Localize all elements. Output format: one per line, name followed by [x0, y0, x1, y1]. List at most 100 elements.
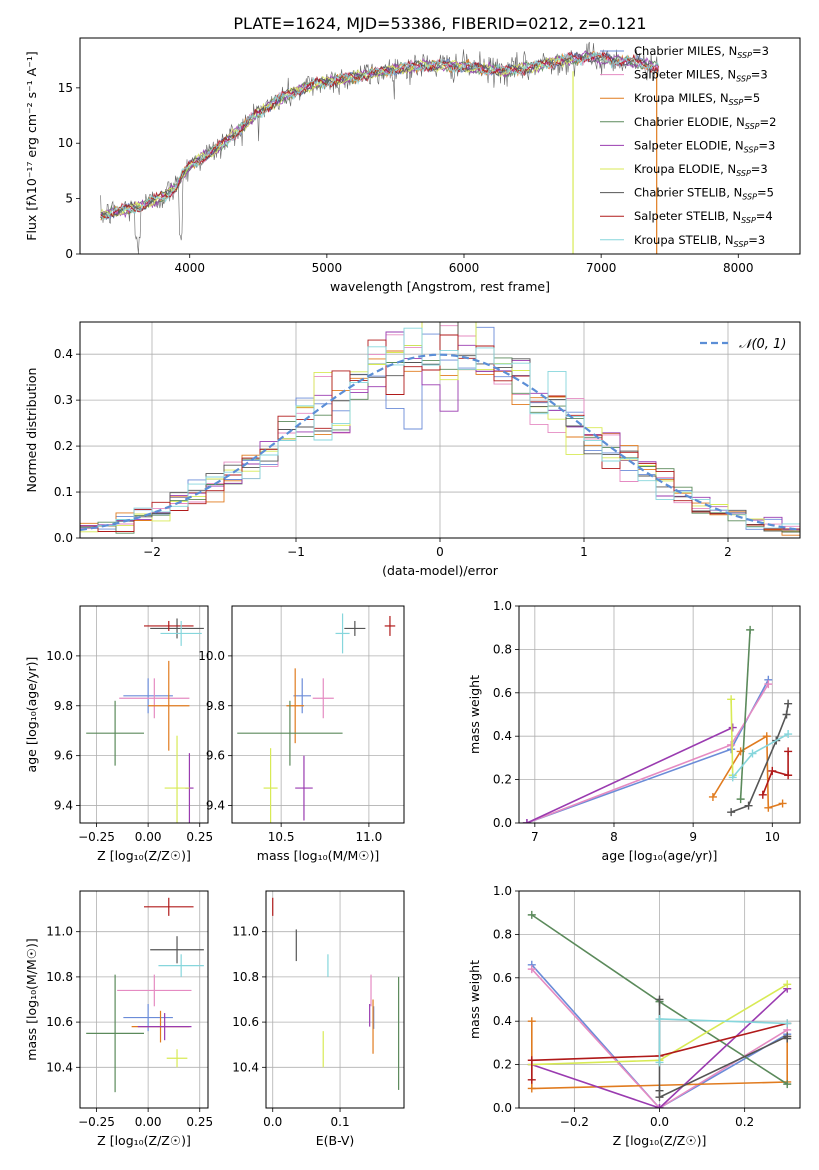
- legend-label-CS: Chabrier STELIB, NSSP=5: [634, 186, 774, 202]
- y-tick-label: 10: [58, 136, 73, 150]
- weight-marker-KE: [727, 695, 736, 704]
- errorbar-SS: [384, 615, 396, 636]
- x-tick-label: 10: [765, 830, 780, 844]
- axes-age_vs_mass: 10.5 11.0 9.4 9.6 9.8 10.0 mass [log₁₀(M/M☉)]: [198, 605, 405, 863]
- model-spectrum-CE: [100, 49, 659, 219]
- weight-marker-CS: [782, 710, 791, 719]
- weight-marker-SM: [764, 680, 773, 689]
- y-axis-label: mass weight: [467, 960, 482, 1039]
- legend-label-SE: Salpeter ELODIE, NSSP=3: [634, 138, 775, 154]
- weight-marker-SS: [758, 790, 767, 799]
- weight-marker-CE: [527, 910, 536, 919]
- x-tick-label: 9: [689, 830, 697, 844]
- errorbar-CS: [150, 618, 204, 639]
- y-tick-label: 10.8: [46, 970, 73, 984]
- errorbar-KE: [263, 748, 278, 823]
- histogram-KS: [80, 327, 800, 538]
- legend-label-CE: Chabrier ELODIE, NSSP=2: [634, 115, 776, 131]
- errorbar-CE: [237, 700, 343, 766]
- axes-weight_vs_Z: −0.2 0.0 0.2 0.0 0.2 0.4 0.6 0.8 1.0 Z [log₁₀(Z/Z…: [467, 884, 801, 1148]
- y-tick-label: 0.4: [493, 1014, 512, 1028]
- y-tick-label: 1.0: [493, 599, 512, 613]
- errorbar-CM: [293, 678, 311, 714]
- weight-marker-CS: [727, 808, 736, 817]
- y-tick-label: 0.0: [54, 531, 73, 545]
- weight-marker-KS: [655, 1058, 664, 1067]
- weight-marker-SM: [527, 965, 536, 974]
- model-spectrum-SS: [100, 51, 659, 219]
- axes-age_vs_Z: −0.25 0.00 0.25 9.4 9.6 9.8 10.0 Z [log₁₀(Z/Z☉)…: [24, 605, 213, 863]
- model-spectrum-CM: [100, 51, 659, 220]
- weight-marker-SS: [527, 1056, 536, 1065]
- weight-marker-KM: [778, 799, 787, 808]
- axes-frame: [79, 890, 209, 1109]
- y-tick-label: 9.6: [206, 749, 225, 763]
- axes-frame: [79, 37, 801, 255]
- y-tick-label: 9.8: [54, 699, 73, 713]
- weight-marker-SE: [728, 723, 737, 732]
- weight-marker-CS: [655, 995, 664, 1004]
- y-axis-label: age [log₁₀(age/yr)]: [24, 657, 39, 773]
- weight-marker-CE: [736, 795, 745, 804]
- x-tick-label: 4000: [174, 261, 205, 275]
- weight-marker-CS: [655, 1093, 664, 1102]
- errorbar-CE: [86, 700, 144, 766]
- y-tick-label: 0: [65, 247, 73, 261]
- y-axis-label: mass weight: [467, 675, 482, 754]
- y-tick-label: 0.6: [493, 971, 512, 985]
- x-tick-label: −2: [143, 545, 161, 559]
- weight-line-SS: [531, 1022, 788, 1080]
- errorbar-SM: [119, 678, 190, 719]
- y-tick-label: 10.0: [46, 649, 73, 663]
- plot-area-spectrum: [100, 41, 659, 254]
- weight-marker-CE: [746, 625, 755, 634]
- errorbar-SM: [117, 974, 192, 1007]
- y-tick-label: 0.0: [493, 816, 512, 830]
- y-tick-label: 11.0: [232, 925, 259, 939]
- y-tick-label: 0.4: [54, 347, 73, 361]
- y-tick-label: 0.0: [493, 1101, 512, 1115]
- y-tick-label: 0.4: [493, 729, 512, 743]
- weight-line-CM: [531, 964, 788, 1108]
- y-tick-label: 10.0: [198, 649, 225, 663]
- y-tick-label: 1.0: [493, 884, 512, 898]
- x-tick-label: 0.0: [263, 1115, 282, 1129]
- weight-line-CE: [739, 629, 751, 800]
- x-tick-label: 7: [531, 830, 539, 844]
- y-axis-label: Normed distribution: [24, 368, 39, 493]
- axes-spectrum: 4000 5000 6000 7000 8000 0 5 10 15 wavelength [An…: [24, 37, 801, 294]
- y-tick-label: 0.8: [493, 927, 512, 941]
- axes-frame: [518, 890, 801, 1109]
- x-tick-label: 5000: [312, 261, 343, 275]
- axes-mass_vs_ebv: 0.0 0.1 10.4 10.6 10.8 11.0 E(B-V): [232, 890, 405, 1148]
- x-tick-label: 1: [580, 545, 588, 559]
- y-axis-label: mass [log₁₀(M/M☉)]: [24, 938, 39, 1060]
- x-tick-label: 0.00: [135, 830, 162, 844]
- plot-area-age_vs_Z: [86, 618, 204, 823]
- axes-mass_vs_Z: −0.25 0.00 0.25 10.4 10.6 10.8 11.0 Z [log₁₀(Z/…: [24, 890, 213, 1148]
- weight-marker-CS: [744, 801, 753, 810]
- legend-label-CM: Chabrier MILES, NSSP=3: [634, 44, 769, 60]
- x-tick-label: 7000: [586, 261, 617, 275]
- x-tick-label: 8: [610, 830, 618, 844]
- weight-marker-KS: [728, 773, 737, 782]
- weight-marker-SS: [527, 1075, 536, 1084]
- x-tick-label: 0: [436, 545, 444, 559]
- model-spectrum-KS: [100, 51, 659, 220]
- weight-line-SE: [526, 726, 734, 823]
- weight-line-SS: [762, 751, 789, 796]
- y-tick-label: 9.6: [54, 749, 73, 763]
- legend-label-SM: Salpeter MILES, NSSP=3: [634, 68, 768, 84]
- errorbar-SE: [295, 755, 313, 821]
- axes-weight_vs_age: 7 8 9 10 0.0 0.2 0.4 0.6 0.8 1.0 age [log₁₀(age/yr…: [467, 599, 801, 863]
- weight-marker-SS: [784, 747, 793, 756]
- errorbar-CM: [123, 678, 173, 714]
- weight-marker-KE: [783, 980, 792, 989]
- weight-marker-KM: [764, 803, 773, 812]
- x-tick-label: 0.2: [735, 1115, 754, 1129]
- y-tick-label: 10.6: [232, 1015, 259, 1029]
- weight-marker-CE: [783, 1080, 792, 1089]
- weight-marker-SS: [768, 766, 777, 775]
- y-tick-label: 9.4: [54, 799, 73, 813]
- x-axis-label: (data-model)/error: [382, 563, 499, 578]
